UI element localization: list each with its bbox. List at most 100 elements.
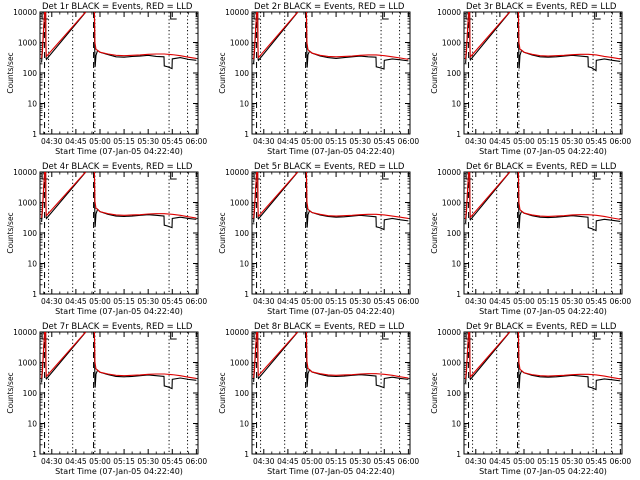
y-axis-label: Counts/sec: [6, 212, 15, 253]
y-tick-label: 10000: [13, 8, 37, 17]
x-tick-label: 05:30: [561, 137, 583, 146]
x-axis-label: Start Time (07-Jan-05 04:22:40): [55, 307, 183, 316]
x-tick-label: 06:00: [186, 137, 208, 146]
y-tick-label: 10: [27, 100, 37, 109]
x-tick-label: 06:00: [186, 297, 208, 306]
y-tick-label: 10000: [437, 168, 461, 177]
x-tick-label: 06:00: [610, 297, 632, 306]
x-tick-label: 05:45: [373, 297, 395, 306]
y-axis-label: Counts/sec: [218, 52, 227, 93]
x-axis-label: Start Time (07-Jan-05 04:22:40): [55, 467, 183, 476]
panel-det-5: Det 5r BLACK = Events, RED = LLD 1 10 100 10…: [218, 162, 419, 316]
x-tick-label: 05:00: [301, 137, 323, 146]
x-tick-label: 05:45: [161, 137, 183, 146]
y-tick-label: 1: [244, 290, 249, 299]
series-line-lld: [253, 12, 409, 60]
x-tick-label: 05:00: [513, 137, 535, 146]
x-tick-label: 06:00: [398, 297, 420, 306]
panel-det-9: Det 9r BLACK = Events, RED = LLD 1 10 100 10…: [430, 322, 631, 476]
y-tick-label: 10: [27, 260, 37, 269]
y-tick-label: 10000: [225, 8, 249, 17]
x-tick-label: 04:30: [253, 137, 275, 146]
x-tick-label: 05:45: [373, 137, 395, 146]
x-tick-label: 04:45: [277, 297, 299, 306]
panel-det-4: Det 4r BLACK = Events, RED = LLD 1 10 100 10…: [6, 162, 207, 316]
x-tick-label: 05:45: [373, 457, 395, 466]
x-tick-label: 04:30: [41, 297, 63, 306]
panel-title: Det 6r BLACK = Events, RED = LLD: [466, 162, 617, 172]
panel-title: Det 4r BLACK = Events, RED = LLD: [42, 162, 193, 172]
x-tick-label: 05:15: [325, 137, 347, 146]
x-tick-label: 05:45: [161, 457, 183, 466]
panel-title: Det 7r BLACK = Events, RED = LLD: [42, 322, 193, 332]
x-tick-label: 05:45: [161, 297, 183, 306]
y-tick-label: 100: [23, 389, 38, 398]
x-tick-label: 04:30: [465, 137, 487, 146]
corner-bracket-mark: [594, 332, 601, 340]
y-axis-label: Counts/sec: [6, 52, 15, 93]
y-tick-label: 10000: [13, 328, 37, 337]
y-tick-label: 100: [235, 229, 250, 238]
x-tick-label: 05:30: [349, 457, 371, 466]
panel-det-6: Det 6r BLACK = Events, RED = LLD 1 10 100 10…: [430, 162, 631, 316]
y-tick-label: 1000: [230, 199, 249, 208]
x-tick-label: 04:45: [277, 457, 299, 466]
y-axis-label: Counts/sec: [430, 212, 439, 253]
y-tick-label: 100: [447, 69, 462, 78]
panel-det-2: Det 2r BLACK = Events, RED = LLD 1 10 100 10…: [218, 2, 419, 156]
x-tick-label: 05:45: [585, 297, 607, 306]
x-tick-label: 05:00: [513, 457, 535, 466]
y-tick-label: 100: [447, 229, 462, 238]
x-tick-label: 04:30: [465, 457, 487, 466]
series-line-lld: [253, 172, 409, 219]
x-tick-label: 04:45: [489, 297, 511, 306]
x-tick-label: 05:15: [325, 457, 347, 466]
y-axis-label: Counts/sec: [430, 52, 439, 93]
x-tick-label: 06:00: [610, 457, 632, 466]
x-axis-label: Start Time (07-Jan-05 04:22:40): [267, 147, 395, 156]
y-tick-label: 1000: [230, 359, 249, 368]
y-tick-label: 1: [244, 450, 249, 459]
y-tick-label: 1000: [230, 39, 249, 48]
x-tick-label: 06:00: [610, 137, 632, 146]
x-tick-label: 05:00: [301, 297, 323, 306]
corner-bracket-mark: [594, 172, 601, 180]
series-line-lld: [41, 12, 197, 59]
y-tick-label: 1: [32, 290, 37, 299]
x-tick-label: 05:00: [513, 297, 535, 306]
panel-title: Det 2r BLACK = Events, RED = LLD: [254, 2, 405, 12]
y-tick-label: 1: [456, 450, 461, 459]
y-tick-label: 10: [451, 420, 461, 429]
x-tick-label: 06:00: [186, 457, 208, 466]
y-tick-label: 10: [451, 260, 461, 269]
panel-title: Det 8r BLACK = Events, RED = LLD: [254, 322, 405, 332]
y-tick-label: 10: [239, 100, 249, 109]
y-tick-label: 100: [235, 69, 250, 78]
y-tick-label: 1: [244, 130, 249, 139]
corner-bracket-mark: [170, 332, 177, 340]
y-tick-label: 1: [32, 450, 37, 459]
y-tick-label: 1000: [18, 359, 37, 368]
y-tick-label: 1000: [442, 199, 461, 208]
panel-title: Det 3r BLACK = Events, RED = LLD: [466, 2, 617, 12]
x-tick-label: 04:45: [65, 137, 87, 146]
x-tick-label: 05:45: [585, 457, 607, 466]
series-line-lld: [253, 332, 409, 379]
x-tick-label: 04:30: [253, 297, 275, 306]
series-line-lld: [465, 12, 621, 60]
x-tick-label: 05:15: [325, 297, 347, 306]
x-axis-label: Start Time (07-Jan-05 04:22:40): [479, 467, 607, 476]
y-tick-label: 100: [23, 229, 38, 238]
corner-bracket-mark: [170, 12, 177, 20]
panel-title: Det 5r BLACK = Events, RED = LLD: [254, 162, 405, 172]
x-axis-label: Start Time (07-Jan-05 04:22:40): [479, 307, 607, 316]
y-tick-label: 10: [239, 420, 249, 429]
x-tick-label: 06:00: [398, 137, 420, 146]
series-line-lld: [41, 332, 197, 379]
y-tick-label: 1: [456, 290, 461, 299]
series-line-lld: [465, 332, 621, 380]
x-tick-label: 04:45: [65, 457, 87, 466]
y-tick-label: 10000: [13, 168, 37, 177]
y-axis-label: Counts/sec: [218, 212, 227, 253]
